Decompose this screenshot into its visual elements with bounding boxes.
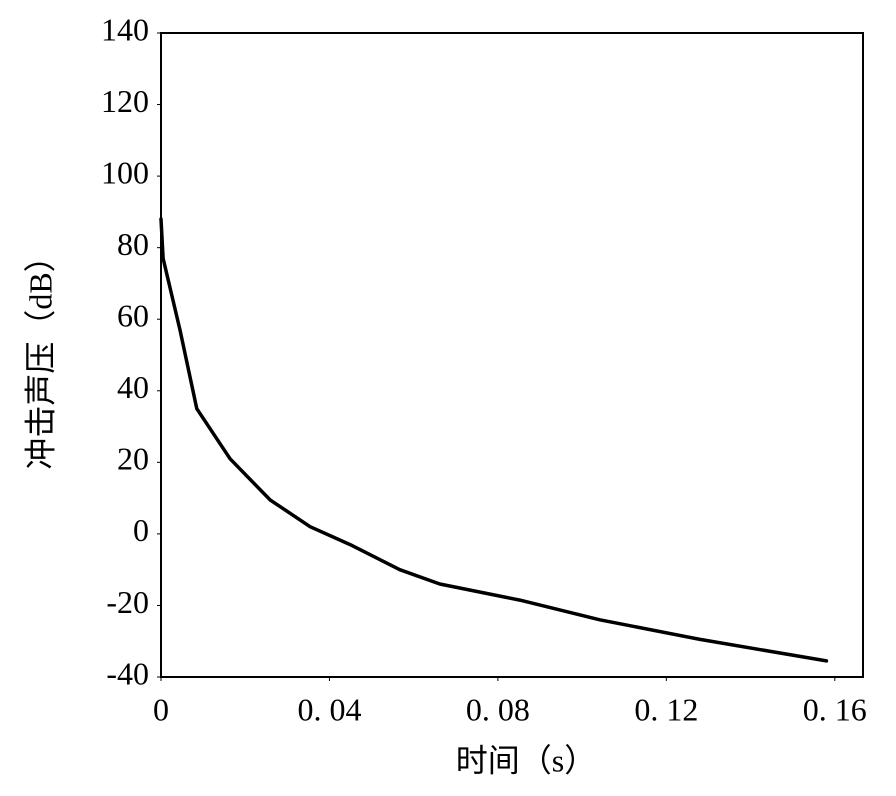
y-tick-label: 140 [101,11,149,47]
y-tick-label: 20 [117,441,149,477]
y-tick-label: 60 [117,298,149,334]
x-tick-label: 0. 12 [634,691,698,727]
x-tick-label: 0 [153,691,169,727]
y-axis-title: 冲击声压（dB） [22,240,58,469]
y-tick-label: -20 [106,584,149,620]
x-tick-label: 0. 08 [466,691,530,727]
y-tick-label: 40 [117,369,149,405]
plot-frame [160,32,864,678]
x-tick-label: 0. 04 [297,691,361,727]
line-series [159,217,829,663]
y-tick-label: 120 [101,83,149,119]
y-tick-label: 100 [101,154,149,190]
y-tick-label: 0 [133,512,149,548]
x-axis-title: 时间（s） [456,742,596,778]
y-tick-label: -40 [106,655,149,691]
y-tick-label: 80 [117,226,149,262]
x-tick-label: 0. 16 [803,691,867,727]
